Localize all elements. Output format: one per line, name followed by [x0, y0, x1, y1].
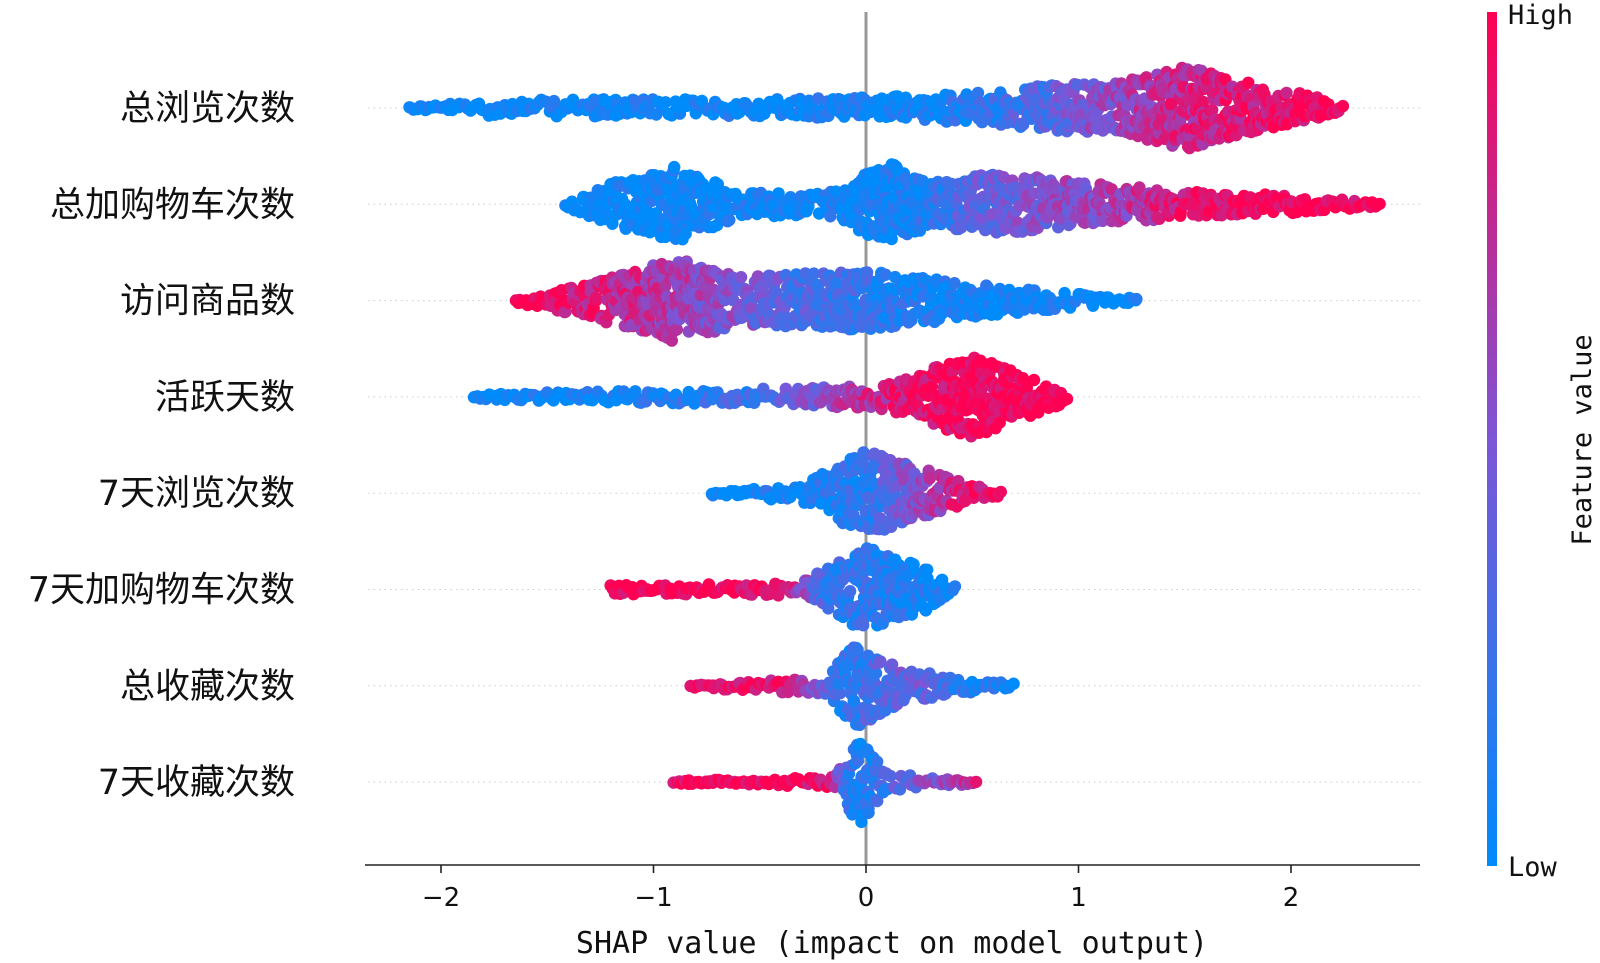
feature-label: 总加购物车次数 [50, 185, 295, 225]
shap-point [723, 213, 736, 227]
shap-point [684, 199, 697, 212]
shap-point [1007, 677, 1020, 690]
shap-point [1373, 197, 1386, 211]
shap-point [867, 666, 881, 679]
shap-point [952, 676, 965, 689]
shap-point [923, 472, 936, 485]
shap-point [1130, 292, 1143, 306]
shap-point [1164, 97, 1177, 111]
shap-point [1060, 392, 1074, 406]
feature-swarm [509, 255, 1143, 347]
shap-point [1290, 205, 1304, 219]
shap-point [884, 769, 897, 783]
feature-swarm [559, 158, 1386, 246]
shap-point [993, 416, 1006, 429]
shap-point [948, 580, 962, 593]
shap-point [589, 291, 603, 305]
shap-point [869, 174, 882, 187]
shap-point [1206, 103, 1219, 117]
shap-point [843, 585, 857, 598]
feature-label: 访问商品数 [120, 282, 295, 322]
shap-point [831, 468, 845, 481]
shap-point [971, 86, 985, 100]
x-tick-label: −1 [634, 883, 672, 913]
feature-label: 7天收藏次数 [98, 763, 295, 803]
feature-label: 7天加购物车次数 [28, 571, 295, 611]
shap-point [925, 381, 938, 394]
feature-label: 总浏览次数 [120, 89, 295, 129]
shap-point [833, 687, 847, 700]
shap-point [1150, 211, 1164, 224]
shap-point [1096, 214, 1109, 228]
shap-point [734, 271, 748, 284]
shap-point [679, 227, 692, 240]
colorbar-title: Feature value [1567, 334, 1598, 545]
colorbar: High Low Feature value [1487, 0, 1598, 883]
shap-point [934, 307, 948, 321]
colorbar-high-label: High [1508, 0, 1573, 31]
shap-point [948, 277, 961, 290]
shap-point [1016, 372, 1030, 385]
x-tick-label: 0 [858, 883, 875, 913]
shap-point [885, 658, 899, 671]
x-axis: −2 −1 0 1 2 SHAP value (impact on model outp… [365, 864, 1420, 961]
feature-label: 总收藏次数 [120, 667, 295, 707]
shap-point [980, 279, 993, 292]
x-tick-label: −2 [422, 883, 460, 913]
beeswarm-dots [403, 61, 1386, 829]
shap-point [969, 775, 983, 789]
shap-point [779, 382, 792, 395]
feature-swarm [667, 737, 983, 829]
shap-point [1155, 111, 1169, 125]
shap-point [847, 694, 860, 708]
x-axis-title: SHAP value (impact on model output) [576, 926, 1208, 961]
feature-swarm [684, 641, 1020, 732]
shap-point [871, 794, 884, 808]
feature-label: 7天浏览次数 [98, 474, 295, 514]
shap-point [745, 302, 758, 315]
shap-point [824, 210, 837, 223]
feature-swarm [604, 542, 962, 632]
feature-swarm [403, 61, 1350, 155]
shap-point [831, 277, 844, 290]
shap-point [879, 268, 892, 281]
shap-point [807, 267, 821, 280]
feature-swarm [467, 351, 1074, 443]
shap-point [1196, 95, 1210, 109]
shap-point [1242, 76, 1255, 90]
x-tick-label: 1 [1070, 883, 1087, 913]
colorbar-low-label: Low [1508, 852, 1558, 883]
feature-label: 活跃天数 [155, 378, 295, 418]
shap-point [873, 656, 886, 669]
shap-point [659, 96, 672, 109]
shap-point [668, 160, 681, 174]
x-tick-label: 2 [1283, 883, 1300, 913]
shap-point [994, 485, 1007, 499]
colorbar-gradient [1487, 12, 1497, 866]
shap-point [1027, 373, 1041, 387]
shap-point [862, 806, 875, 819]
shap-point [1280, 86, 1293, 100]
shap-point [1020, 381, 1033, 395]
shap-point [711, 178, 724, 191]
shap-point [670, 323, 683, 336]
feature-swarm [705, 446, 1007, 536]
shap-point [921, 563, 934, 576]
shap-point [851, 643, 864, 656]
x-ticks: −2 −1 0 1 2 [422, 865, 1299, 913]
shap-point [1336, 99, 1350, 113]
shap-point [629, 385, 642, 398]
